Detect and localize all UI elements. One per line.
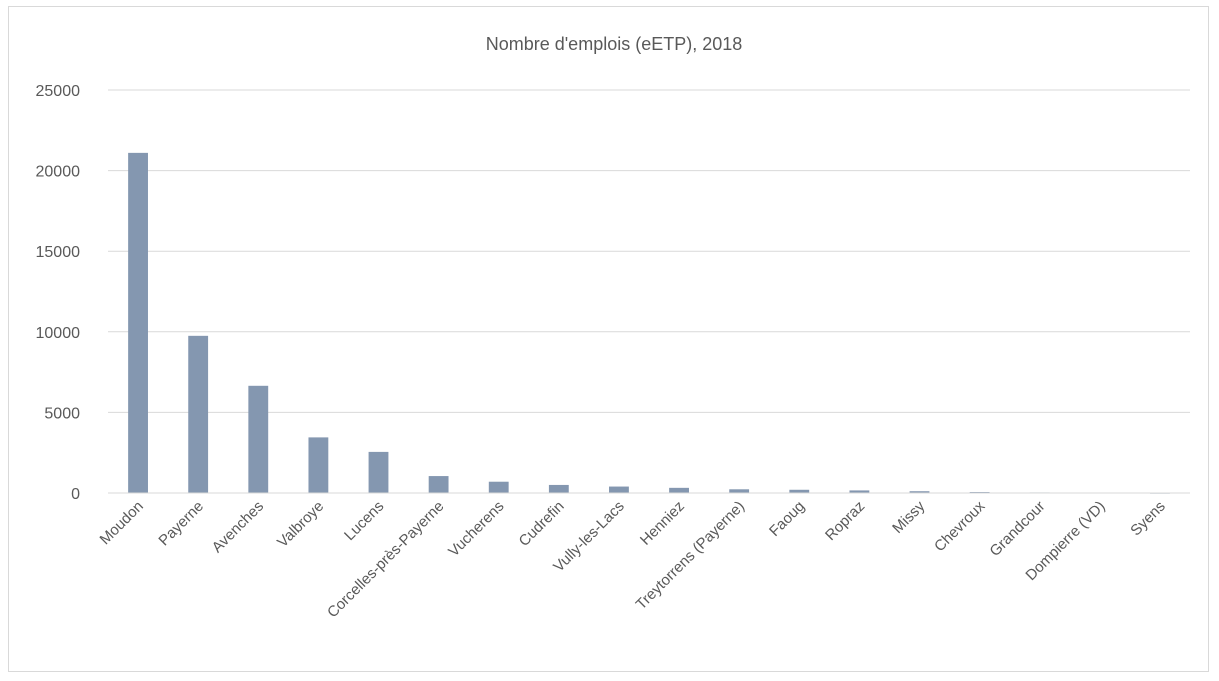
bar (188, 335, 209, 493)
bars (128, 152, 1170, 494)
x-tick-label: Henniez (637, 498, 688, 549)
x-tick-label: Avenches (209, 498, 267, 556)
x-tick-label: Chevroux (931, 497, 989, 555)
x-tick-label: Syens (1127, 498, 1169, 540)
x-tick-label: Corcelles-près-Payerne (324, 498, 447, 621)
bar (789, 489, 810, 493)
chart-frame (8, 6, 1209, 672)
x-tick-label: Missy (889, 497, 928, 536)
bar (669, 487, 689, 493)
x-tick-label: Cudrefin (516, 498, 568, 550)
bar (128, 152, 148, 494)
x-tick-label: Lucens (341, 498, 387, 544)
bar (308, 437, 329, 493)
bar (729, 489, 750, 493)
bar (909, 491, 930, 493)
y-tick-label: 0 (71, 486, 80, 503)
x-tick-label: Treytorrens (Payerne) (633, 498, 748, 613)
bar (428, 476, 449, 493)
bar (248, 385, 269, 493)
bar (368, 451, 389, 493)
y-tick-label: 25000 (36, 83, 81, 100)
x-tick-label: Grandcour (986, 498, 1048, 560)
y-axis-tick-labels: 0 5000 10000 15000 20000 25000 (36, 83, 81, 503)
x-tick-label: Vucherens (445, 498, 507, 560)
y-tick-label: 20000 (36, 164, 81, 181)
bar (849, 490, 870, 493)
y-tick-label: 10000 (36, 325, 81, 342)
x-axis-tick-labels: Moudon Payerne Avenches Valbroye LucensCorce… (97, 497, 1169, 621)
x-tick-label: Valbroye (274, 498, 327, 551)
y-tick-label: 15000 (36, 244, 81, 261)
bar (488, 481, 509, 493)
chart-title: Nombre d'emplois (eETP), 2018 (486, 34, 743, 54)
y-tick-label: 5000 (44, 405, 80, 422)
x-tick-label: Ropraz (822, 498, 868, 544)
bar (609, 486, 629, 493)
bar (548, 484, 569, 493)
x-tick-label: Faoug (766, 498, 808, 540)
x-tick-label: Payerne (155, 498, 207, 550)
gridlines (108, 89, 1190, 494)
x-tick-label: Moudon (97, 498, 147, 548)
